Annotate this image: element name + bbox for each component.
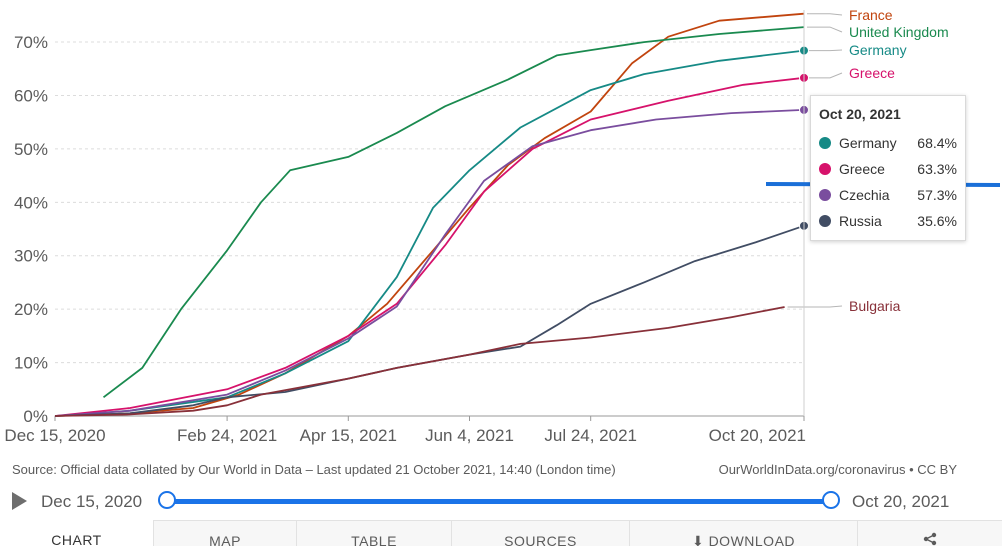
label-connector [807, 26, 843, 33]
x-tick-label: Oct 20, 2021 [709, 426, 806, 445]
line-label-united-kingdom: United Kingdom [849, 24, 949, 40]
source-note: Source: Official data collated by Our Wo… [12, 462, 616, 477]
tooltip-row: Russia 35.6% [819, 208, 957, 234]
tab-chart[interactable]: CHART [0, 520, 153, 546]
share-icon[interactable] [857, 520, 1002, 546]
tooltip-row: Greece 63.3% [819, 156, 957, 182]
line-label-france: France [849, 7, 893, 23]
tooltip-country: Russia [839, 213, 882, 229]
x-tick-label: Apr 15, 2021 [300, 426, 397, 445]
tooltip-value: 35.6% [917, 213, 957, 229]
series-line-czechia[interactable] [54, 109, 805, 417]
tooltip-date: Oct 20, 2021 [819, 106, 901, 122]
tooltip-value: 57.3% [917, 187, 957, 203]
series-line-bulgaria[interactable] [54, 306, 785, 417]
play-icon[interactable] [12, 492, 27, 510]
tab-bar: CHART MAP TABLE SOURCES ⬇ DOWNLOAD [0, 520, 1002, 546]
timeline-end-label: Oct 20, 2021 [852, 492, 950, 511]
x-tick-label: Jul 24, 2021 [544, 426, 637, 445]
series-line-greece[interactable] [54, 76, 805, 417]
label-connector [807, 13, 843, 16]
y-tick-label: 50% [14, 140, 48, 159]
y-tick-label: 30% [14, 247, 48, 266]
tooltip: Oct 20, 2021 Germany 68.4% Greece 63.3% Czec… [810, 95, 966, 241]
y-tick-label: 20% [14, 300, 48, 319]
label-connector [807, 49, 843, 52]
y-tick-label: 70% [14, 33, 48, 52]
tab-table[interactable]: TABLE [296, 520, 451, 546]
series-line-united-kingdom[interactable] [102, 26, 805, 399]
tooltip-value: 68.4% [917, 135, 957, 151]
series-line-france[interactable] [54, 12, 805, 417]
tooltip-swatch [819, 189, 831, 201]
x-tick-label: Jun 4, 2021 [425, 426, 514, 445]
tooltip-swatch [819, 137, 831, 149]
label-connector [787, 305, 843, 308]
timeline-start-label: Dec 15, 2020 [41, 492, 143, 511]
y-tick-label: 0% [23, 407, 48, 426]
tooltip-row: Czechia 57.3% [819, 182, 957, 208]
timeline-track[interactable] [166, 499, 832, 504]
tooltip-country: Germany [839, 135, 897, 151]
timeline: Dec 15, 2020 Oct 20, 2021 [0, 485, 1002, 519]
y-tick-label: 40% [14, 193, 48, 212]
tooltip-country: Greece [839, 161, 885, 177]
tab-map[interactable]: MAP [153, 520, 296, 546]
x-tick-label: Dec 15, 2020 [4, 426, 105, 445]
y-tick-label: 60% [14, 86, 48, 105]
timeline-start-handle[interactable] [158, 491, 176, 509]
line-label-greece: Greece [849, 65, 895, 81]
tab-download[interactable]: ⬇ DOWNLOAD [629, 520, 857, 546]
label-connector [807, 72, 843, 79]
tooltip-swatch [819, 163, 831, 175]
x-tick-label: Feb 24, 2021 [177, 426, 277, 445]
source-link[interactable]: OurWorldInData.org/coronavirus • CC BY [718, 462, 957, 477]
y-tick-label: 10% [14, 354, 48, 373]
tab-sources[interactable]: SOURCES [451, 520, 629, 546]
tooltip-swatch [819, 215, 831, 227]
line-label-germany: Germany [849, 42, 907, 58]
tooltip-value: 63.3% [917, 161, 957, 177]
line-label-bulgaria: Bulgaria [849, 298, 901, 314]
tooltip-country: Czechia [839, 187, 890, 203]
line-chart: 0% 10% 20% 30% 40% 50% 60% 70% Dec 15, 2020 Feb … [4, 7, 1001, 445]
tooltip-row: Germany 68.4% [819, 130, 957, 156]
timeline-end-handle[interactable] [822, 491, 840, 509]
